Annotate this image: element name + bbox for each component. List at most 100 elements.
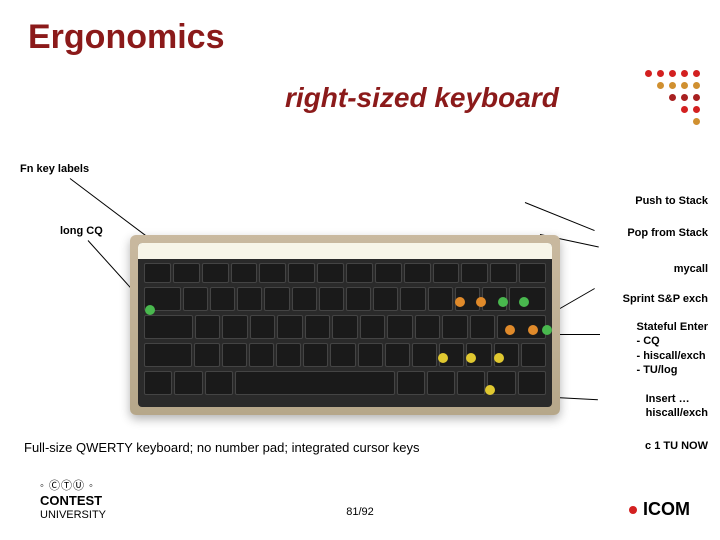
key (288, 263, 315, 283)
key (457, 371, 485, 395)
key (194, 343, 219, 367)
key-highlight-dot (466, 353, 476, 363)
key (415, 315, 440, 339)
key (183, 287, 208, 311)
key (319, 287, 344, 311)
key (521, 343, 546, 367)
key (173, 263, 200, 283)
accent-dot (669, 70, 676, 77)
accent-dot (669, 94, 676, 101)
accent-dot (657, 70, 664, 77)
icom-bullet-icon (629, 506, 637, 514)
fn-label-strip (138, 243, 552, 259)
accent-dot (669, 82, 676, 89)
key (428, 287, 453, 311)
label-long-cq: long CQ (60, 225, 103, 237)
accent-dot (681, 70, 688, 77)
key (461, 263, 488, 283)
slide-subtitle: right-sized keyboard (285, 82, 559, 114)
accent-dot (681, 82, 688, 89)
dot-accent-graphic (645, 70, 705, 130)
key (346, 263, 373, 283)
key (259, 263, 286, 283)
footer-contest-university: ◦ ⒸⓉⓊ ◦ CONTEST UNIVERSITY (40, 480, 106, 522)
key (317, 263, 344, 283)
key (346, 287, 371, 311)
key-highlight-dot (505, 325, 515, 335)
key (490, 263, 517, 283)
footer-icom-logo: ICOM (629, 499, 690, 520)
key-highlight-dot (498, 297, 508, 307)
key (375, 263, 402, 283)
key (222, 343, 247, 367)
key-highlight-dot (485, 385, 495, 395)
key (330, 343, 355, 367)
key (433, 263, 460, 283)
key (404, 263, 431, 283)
key-highlight-dot (542, 325, 552, 335)
key (231, 263, 258, 283)
key (264, 287, 289, 311)
key (387, 315, 412, 339)
line-sprint (560, 288, 595, 309)
key (202, 263, 229, 283)
page-number: 81/92 (346, 506, 374, 518)
label-mycall: mycall (674, 263, 708, 282)
accent-dot (693, 94, 700, 101)
key (332, 315, 357, 339)
accent-dot (693, 106, 700, 113)
key (360, 315, 385, 339)
accent-dot (681, 94, 688, 101)
key-highlight-dot (519, 297, 529, 307)
line-stateful (560, 334, 600, 335)
key-highlight-dot (476, 297, 486, 307)
key (235, 371, 395, 395)
key (373, 287, 398, 311)
key (205, 371, 233, 395)
label-push-stack: Push to Stack (635, 195, 708, 214)
key-highlight-dot (455, 297, 465, 307)
key (412, 343, 437, 367)
key (174, 371, 202, 395)
label-fn-key: Fn key labels (20, 163, 89, 175)
key-highlight-dot (494, 353, 504, 363)
key (519, 263, 546, 283)
key (442, 315, 467, 339)
key (358, 343, 383, 367)
accent-dot (681, 106, 688, 113)
key (305, 315, 330, 339)
key (195, 315, 220, 339)
label-sprint: Sprint S&P exch (623, 293, 708, 312)
key (210, 287, 235, 311)
key (222, 315, 247, 339)
key (400, 287, 425, 311)
key-highlight-dot (145, 305, 155, 315)
caption-text: Full-size QWERTY keyboard; no number pad… (24, 440, 419, 455)
key (470, 315, 495, 339)
label-stateful-enter: Stateful Enter - CQ - hiscall/exch - TU/… (636, 320, 708, 383)
line-push-stack (525, 202, 595, 231)
keyboard-photo (130, 235, 560, 415)
label-insert: Insert … hiscall/exch (646, 392, 708, 427)
key (237, 287, 262, 311)
key (277, 315, 302, 339)
key (249, 343, 274, 367)
key (144, 263, 171, 283)
key (385, 343, 410, 367)
key (292, 287, 317, 311)
key-highlight-dot (528, 325, 538, 335)
key (144, 371, 172, 395)
accent-dot (693, 118, 700, 125)
key (144, 343, 192, 367)
key (303, 343, 328, 367)
accent-dot (693, 70, 700, 77)
key (397, 371, 425, 395)
key (250, 315, 275, 339)
accent-dot (645, 70, 652, 77)
key (427, 371, 455, 395)
key-highlight-dot (438, 353, 448, 363)
key (276, 343, 301, 367)
label-c1-tu-now: c 1 TU NOW (645, 440, 708, 459)
slide-title: Ergonomics (28, 18, 224, 57)
key (144, 315, 193, 339)
